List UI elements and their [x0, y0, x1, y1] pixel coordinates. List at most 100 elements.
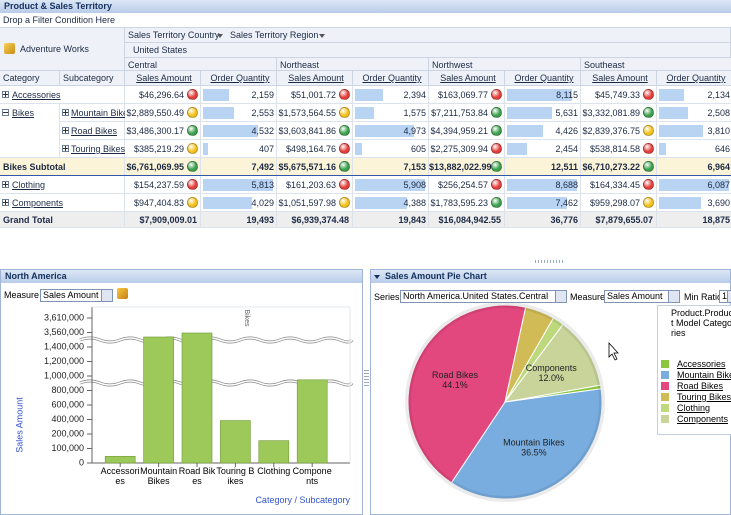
quantity-bar	[355, 107, 374, 119]
bar	[181, 332, 213, 464]
category-label: Bikes Subtotal	[3, 162, 66, 172]
quantity-cell	[505, 212, 581, 228]
axis-title: Category / Subcategory	[255, 495, 350, 505]
category-label[interactable]: Components	[12, 198, 64, 208]
bar	[143, 336, 174, 464]
expand-toggle[interactable]	[2, 199, 9, 206]
measure-header[interactable]: Order Quantity	[353, 71, 429, 86]
row-header[interactable]	[0, 86, 125, 104]
splitter[interactable]	[535, 260, 563, 263]
quantity-value: 2,553	[251, 108, 274, 118]
subtotal-rule	[0, 175, 731, 176]
measure-header[interactable]: Order Quantity	[505, 71, 581, 86]
expand-toggle[interactable]	[62, 127, 69, 134]
status-icon	[643, 89, 654, 100]
row-level[interactable]: Subcategory	[60, 71, 125, 86]
quantity-value: 12,511	[550, 162, 578, 172]
measure-select[interactable]: Sales Amount	[604, 290, 680, 303]
quantity-bar	[659, 89, 684, 101]
pivot-table: Product & Sales Territory Drop a Filter C…	[0, 0, 731, 230]
subcategory-label[interactable]: Road Bikes	[71, 126, 118, 136]
row-level[interactable]: Category	[0, 71, 60, 86]
measure-header[interactable]: Order Quantity	[201, 71, 277, 86]
category-label: Grand Total	[3, 215, 53, 225]
legend-swatch	[661, 360, 669, 368]
min-ratio-input[interactable]: 10	[719, 290, 731, 303]
x-tick-label: Components	[292, 466, 332, 486]
row-header	[60, 140, 125, 158]
column-level[interactable]: Sales Territory Country	[128, 30, 220, 40]
chart-title: North America	[1, 270, 362, 283]
quantity-value: 1,575	[403, 108, 426, 118]
amount-cell: $7,879,655.07	[581, 212, 657, 228]
quantity-bar	[355, 125, 414, 137]
status-icon	[491, 107, 502, 118]
quantity-cell	[353, 212, 429, 228]
category-label[interactable]: Clothing	[12, 180, 46, 190]
measure-select[interactable]: Sales Amount	[40, 289, 113, 302]
region-header: Northeast	[277, 58, 429, 71]
region-header: Southeast	[581, 58, 731, 71]
quantity-value: 6,087	[707, 180, 730, 190]
subcategory-label[interactable]: Mountain Bikes	[71, 108, 125, 118]
legend-label[interactable]: Components	[677, 414, 729, 424]
measure-header[interactable]: Sales Amount	[125, 71, 201, 86]
status-icon	[643, 143, 654, 154]
measure-header[interactable]: Order Quantity	[657, 71, 731, 86]
column-level[interactable]: Sales Territory Region	[230, 30, 319, 40]
slice-value: 44.1%	[442, 380, 468, 390]
quantity-value: 407	[258, 144, 274, 154]
amount-cell: $1,051,597.98	[277, 194, 353, 212]
quantity-bar	[203, 197, 252, 209]
legend-swatch	[661, 393, 669, 401]
chart-tool[interactable]	[117, 288, 128, 299]
legend-label[interactable]: Mountain Bikes	[677, 370, 731, 380]
amount-cell: $51,001.72	[277, 86, 353, 104]
row-header[interactable]	[0, 104, 60, 158]
legend-label[interactable]: Road Bikes	[677, 381, 724, 391]
quantity-value: 7,492	[251, 162, 274, 172]
measure-header[interactable]: Sales Amount	[277, 71, 353, 86]
quantity-cell	[657, 212, 731, 228]
expand-toggle[interactable]	[2, 91, 9, 98]
series-label: Series	[374, 292, 400, 302]
legend-label[interactable]: Accessories	[677, 359, 726, 369]
region-header: Central	[125, 58, 277, 71]
quantity-cell	[657, 140, 731, 158]
status-icon	[339, 143, 350, 154]
collapse-arrow[interactable]	[374, 275, 380, 279]
measure-header[interactable]: Sales Amount	[581, 71, 657, 86]
amount-cell: $3,486,300.17	[125, 122, 201, 140]
measure-header[interactable]: Sales Amount	[429, 71, 505, 86]
amount-cell: $6,939,374.48	[277, 212, 353, 228]
panel-resizer[interactable]	[364, 370, 369, 388]
expand-toggle[interactable]	[62, 145, 69, 152]
quantity-value: 19,493	[246, 215, 274, 225]
quantity-value: 6,964	[707, 162, 730, 172]
row-header	[0, 212, 125, 228]
amount-cell: $154,237.59	[125, 176, 201, 194]
quantity-value: 36,776	[550, 215, 578, 225]
category-label[interactable]: Bikes	[12, 108, 35, 118]
y-tick-label: 0	[79, 457, 84, 467]
quantity-cell	[201, 140, 277, 158]
dropdown-arrow	[319, 34, 325, 38]
expand-toggle[interactable]	[2, 109, 9, 116]
subcategory-label[interactable]: Touring Bikes	[71, 144, 125, 154]
row-header[interactable]	[0, 194, 125, 212]
status-icon	[187, 125, 198, 136]
category-label[interactable]: Accessories	[12, 90, 61, 100]
expand-toggle[interactable]	[2, 181, 9, 188]
region-header: Northwest	[429, 58, 581, 71]
legend-label[interactable]: Clothing	[677, 403, 711, 413]
series-select[interactable]: North America.United States.Central	[400, 290, 567, 303]
status-icon	[339, 107, 350, 118]
quantity-value: 8,115	[556, 90, 578, 100]
slice-value: 12.0%	[539, 373, 565, 383]
legend-label[interactable]: Touring Bikes	[677, 392, 731, 402]
annotation: Bikes	[243, 309, 250, 327]
expand-toggle[interactable]	[62, 109, 69, 116]
filter-hint[interactable]: Drop a Filter Condition Here	[0, 13, 731, 28]
row-header[interactable]	[0, 176, 125, 194]
